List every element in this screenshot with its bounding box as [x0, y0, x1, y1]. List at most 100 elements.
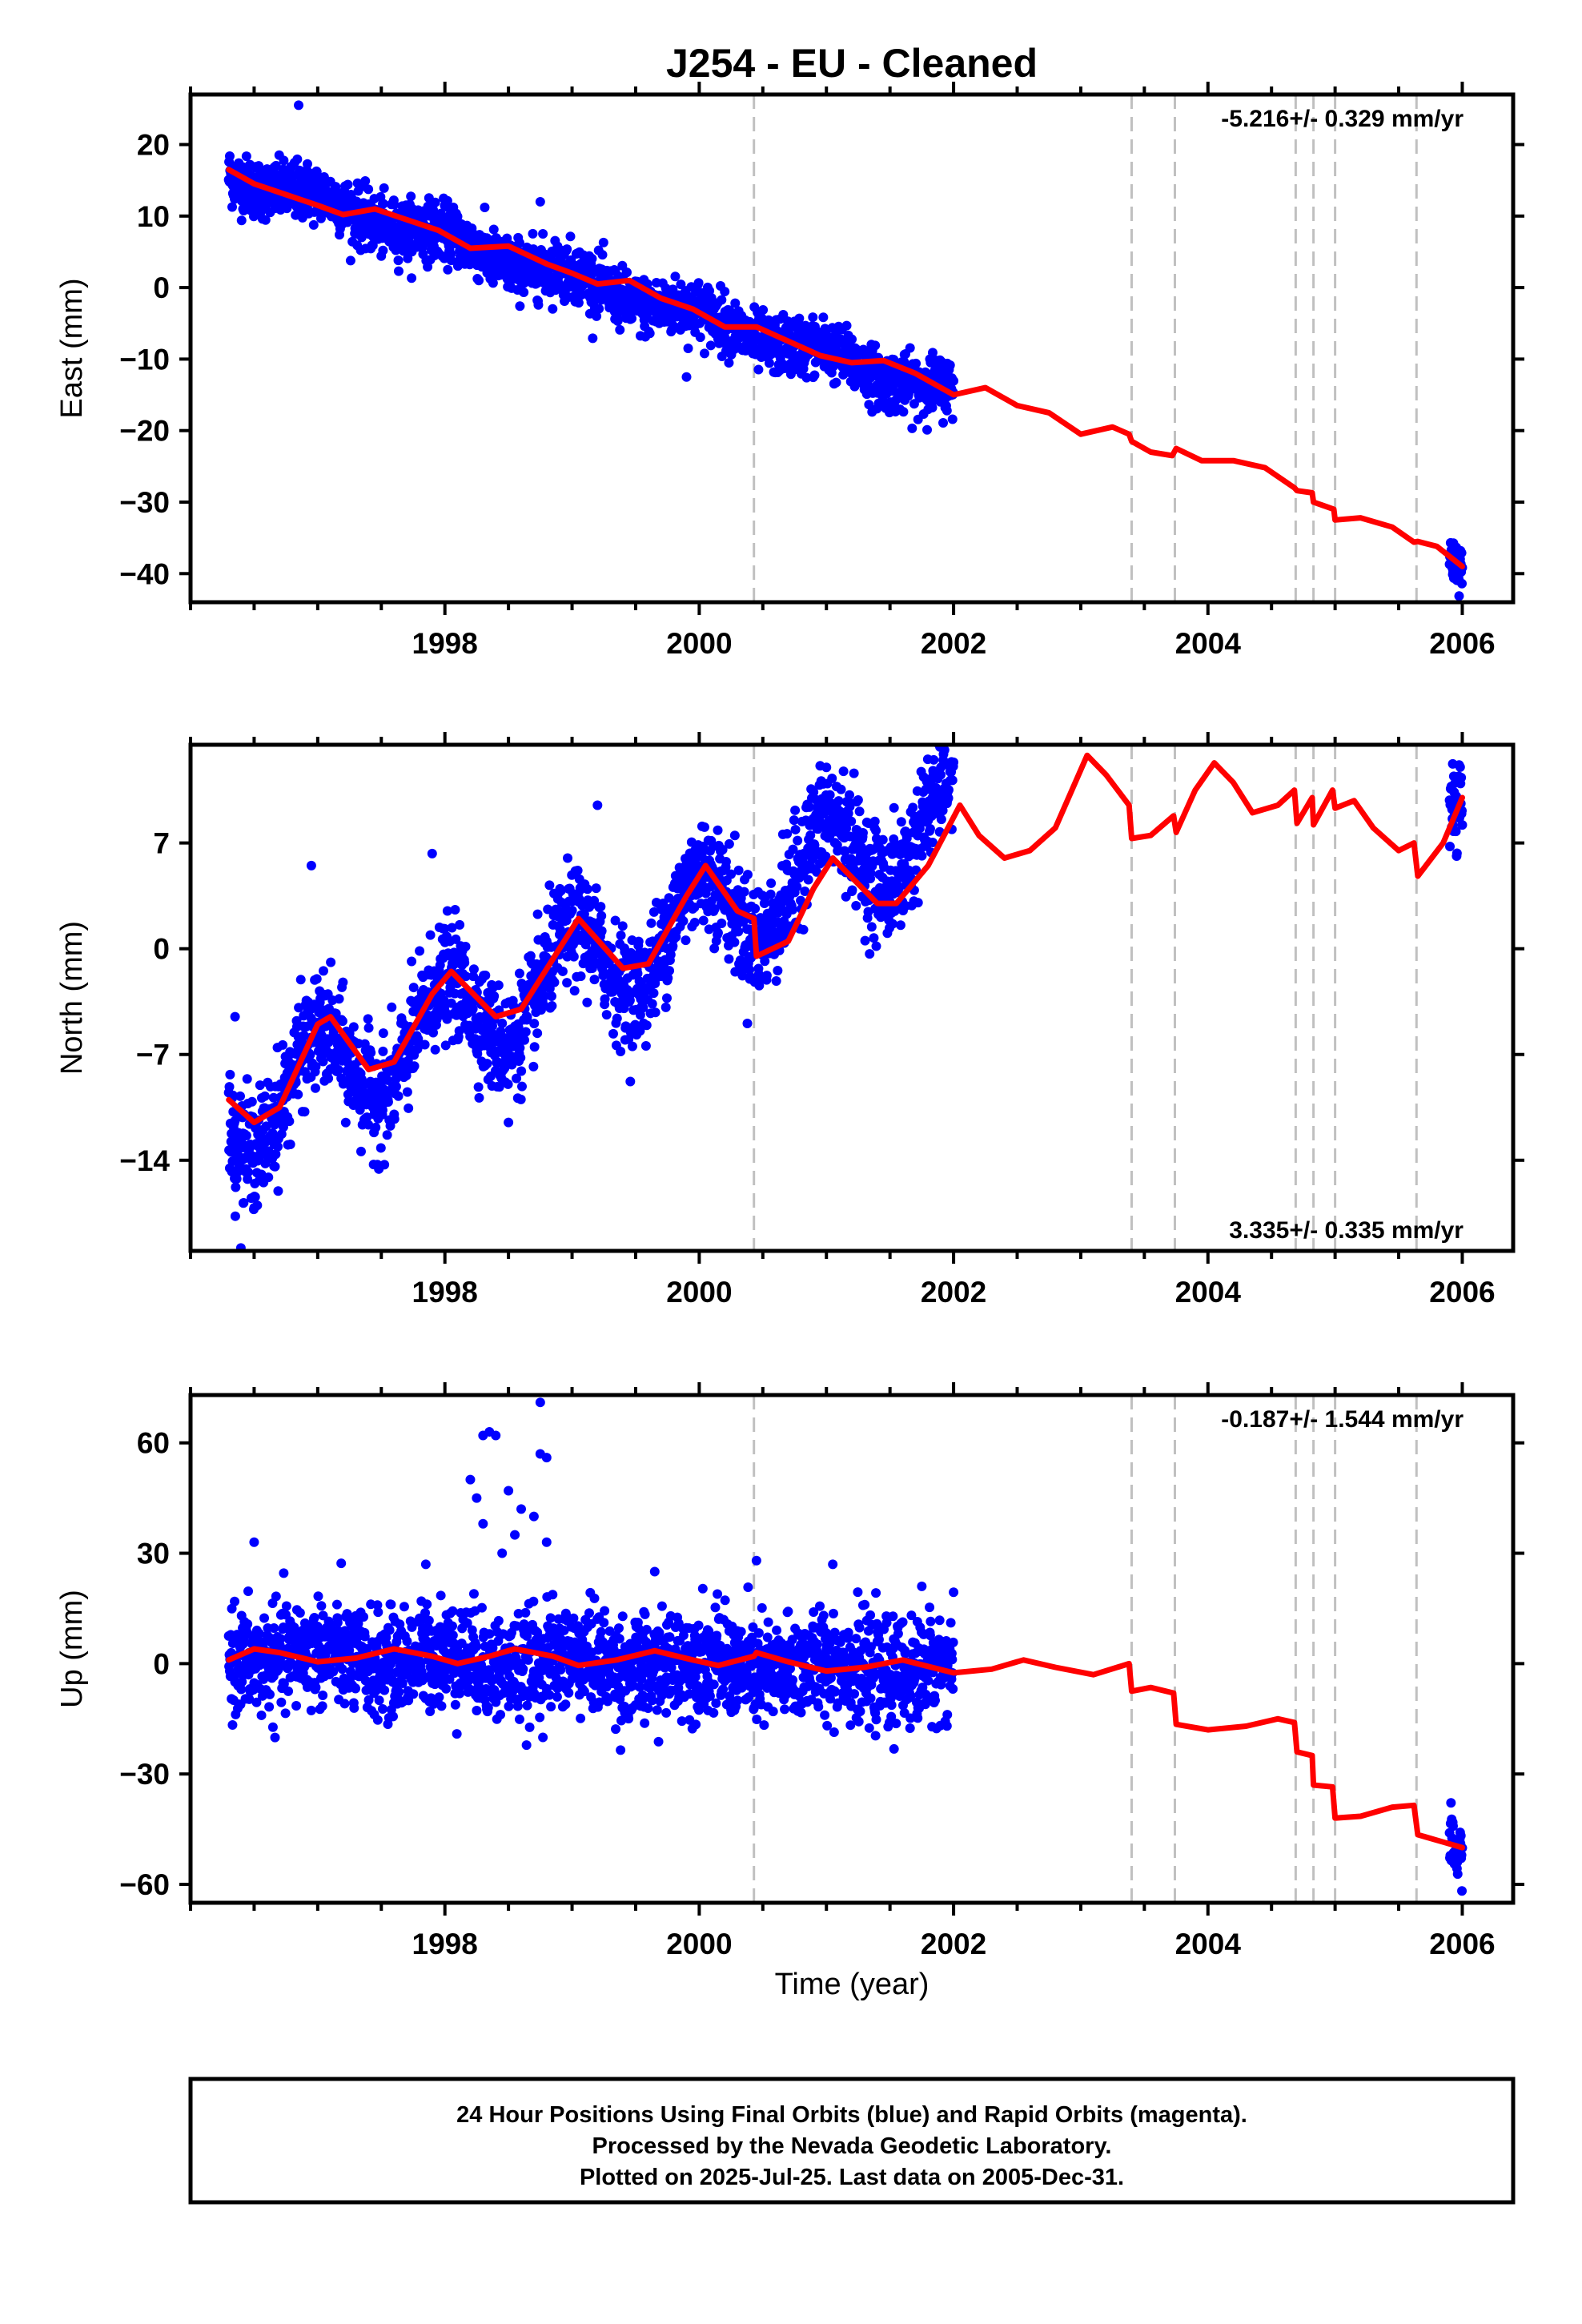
data-point	[760, 956, 770, 967]
data-point	[818, 312, 829, 323]
data-point	[320, 1649, 331, 1659]
data-point	[845, 802, 855, 812]
data-point	[562, 244, 572, 255]
data-point	[833, 796, 844, 806]
data-point	[773, 965, 783, 975]
data-point	[351, 1683, 361, 1694]
data-point	[745, 964, 755, 975]
data-point	[407, 956, 417, 967]
data-point	[947, 775, 958, 786]
data-point	[804, 802, 814, 812]
data-point	[242, 1074, 252, 1084]
data-point	[299, 1107, 310, 1117]
data-point	[726, 869, 737, 879]
data-point	[598, 237, 608, 247]
data-point	[363, 1023, 374, 1033]
data-point	[895, 920, 905, 931]
data-point	[661, 1002, 671, 1012]
data-point	[594, 304, 604, 314]
data-point	[243, 1174, 253, 1184]
data-point	[562, 978, 572, 988]
data-point	[295, 975, 306, 985]
data-point	[383, 1096, 393, 1107]
data-point	[635, 1026, 645, 1036]
data-point	[627, 313, 637, 324]
data-point	[689, 917, 700, 927]
data-point	[468, 964, 479, 975]
x-tick-label: 1998	[412, 627, 478, 660]
data-point	[406, 191, 416, 202]
data-point	[721, 856, 731, 866]
data-point	[285, 1140, 295, 1150]
y-tick-label: −30	[119, 486, 170, 519]
data-point	[273, 1141, 283, 1152]
x-tick-label: 2000	[666, 1276, 732, 1309]
data-point	[800, 886, 810, 896]
data-point	[388, 1711, 399, 1722]
y-tick-label: 10	[137, 200, 170, 233]
y-tick-label: −10	[119, 343, 170, 376]
data-point	[905, 343, 915, 353]
data-point	[929, 754, 939, 765]
data-point	[597, 250, 608, 260]
data-point	[379, 183, 389, 193]
data-point	[543, 904, 553, 915]
data-point	[847, 885, 857, 895]
data-point	[592, 311, 602, 321]
data-point	[936, 762, 946, 773]
data-point	[292, 154, 303, 164]
data-point	[399, 1602, 409, 1612]
data-point	[567, 905, 577, 915]
data-point	[516, 1066, 527, 1076]
data-point	[927, 402, 938, 412]
data-point	[379, 1160, 390, 1170]
data-point	[665, 966, 675, 976]
y-axis-label: North (mm)	[55, 921, 89, 1075]
data-point	[336, 1558, 347, 1569]
data-point	[317, 1701, 327, 1711]
y-axis-label: East (mm)	[55, 278, 89, 418]
data-point	[377, 1105, 387, 1116]
data-point	[515, 301, 525, 312]
model-fit-line	[226, 167, 1465, 569]
data-point	[925, 824, 935, 834]
data-point	[462, 1618, 472, 1628]
data-point	[616, 931, 626, 941]
data-point	[318, 1056, 328, 1067]
data-points	[223, 1397, 1468, 1896]
data-point	[532, 1028, 543, 1039]
y-tick-label: 20	[137, 129, 170, 162]
data-point	[788, 904, 798, 915]
data-point	[589, 895, 600, 906]
data-point	[482, 1059, 492, 1069]
data-point	[460, 958, 470, 968]
data-point	[869, 816, 880, 826]
data-point	[587, 253, 597, 263]
data-point	[625, 1076, 636, 1087]
data-point	[943, 793, 954, 803]
data-point	[342, 1609, 352, 1619]
data-point	[384, 1625, 395, 1635]
data-point	[520, 1027, 531, 1037]
x-tick-label: 2006	[1429, 1276, 1495, 1309]
data-point	[423, 262, 433, 272]
data-point	[932, 717, 942, 726]
data-point	[1455, 762, 1465, 772]
data-point	[724, 954, 734, 964]
data-point	[528, 1061, 539, 1072]
data-point	[407, 273, 417, 283]
data-point	[264, 1702, 275, 1712]
data-point	[939, 725, 949, 734]
data-point	[758, 305, 769, 316]
data-point	[241, 151, 251, 162]
data-point	[408, 1689, 419, 1699]
data-point	[724, 838, 734, 849]
data-point	[243, 1586, 254, 1597]
data-point	[816, 818, 826, 828]
data-point	[877, 834, 888, 845]
data-point	[945, 360, 955, 371]
data-point	[663, 973, 673, 983]
data-point	[547, 1001, 557, 1011]
data-point	[514, 238, 524, 248]
